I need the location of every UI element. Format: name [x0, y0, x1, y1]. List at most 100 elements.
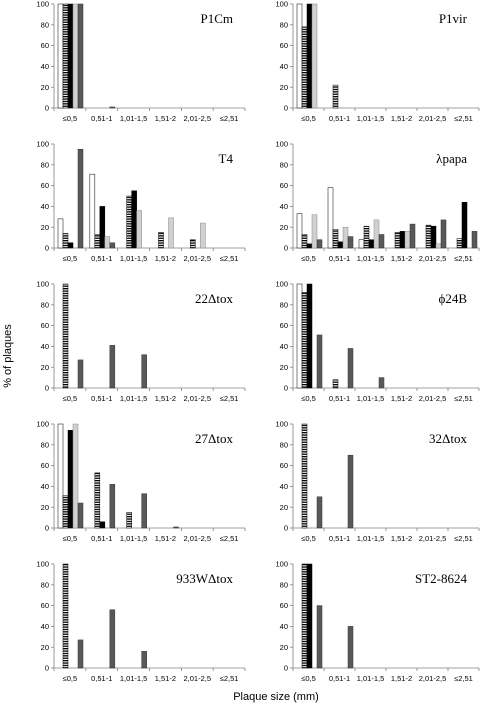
y-tick-label: 20 [280, 643, 288, 652]
x-tick-label: ≤0,5 [301, 674, 316, 683]
panel-title: P1Cm [200, 11, 233, 26]
x-tick-label: 1,51-2 [391, 534, 412, 543]
bar-series5-2 [141, 354, 147, 389]
x-tick-label: 0,51-1 [91, 114, 112, 123]
y-tick-label: 0 [284, 664, 288, 673]
y-tick-label: 20 [41, 223, 49, 232]
x-tick-label: 2,01-2,5 [419, 534, 447, 543]
y-tick-label: 60 [280, 181, 288, 190]
panel-title: 22Δtox [195, 291, 233, 306]
bar-series4-3 [168, 217, 174, 249]
bar-series2-3 [394, 232, 401, 249]
bar-series2-1 [332, 379, 339, 389]
x-tick-label: 1,51-2 [155, 114, 176, 123]
bar-series5-0 [316, 334, 323, 389]
panel-title: λpapa [436, 151, 467, 166]
bar-series2-0 [62, 3, 69, 109]
y-tick-label: 100 [36, 560, 49, 569]
chart-panel-5: 0 20 40 60 80 100 ≤0,5 0,51-1 1,01-1,5 1,51-2 2,01… [275, 280, 480, 403]
y-tick-label: 20 [41, 503, 49, 512]
bar-series1-0 [57, 218, 64, 249]
x-tick-label: 0,51-1 [91, 254, 112, 263]
y-tick-label: 80 [280, 580, 288, 589]
x-tick-label: 1,51-2 [155, 534, 176, 543]
x-tick-label: 1,51-2 [391, 674, 412, 683]
bar-series5-1 [347, 626, 354, 669]
bar-series2-2 [126, 195, 132, 249]
y-tick-label: 60 [41, 181, 49, 190]
y-tick-label: 20 [280, 363, 288, 372]
y-tick-label: 20 [280, 503, 288, 512]
chart-panel-2: 0 20 40 60 80 100 ≤0,5 0,51-1 1,01-1,5 1,51-2 2,01… [36, 140, 246, 263]
bar-series2-0 [301, 563, 308, 669]
y-tick-label: 60 [41, 321, 49, 330]
panel-title: ϕ24B [438, 291, 467, 306]
x-tick-label: ≤2,51 [220, 254, 239, 263]
y-tick-label: 100 [275, 280, 288, 289]
x-tick-label: 0,51-1 [329, 674, 350, 683]
y-tick-label: 0 [45, 244, 49, 253]
bar-series2-0 [62, 495, 69, 529]
y-tick-label: 0 [284, 104, 288, 113]
bar-series4-1 [104, 236, 111, 249]
x-tick-label: ≤2,51 [454, 534, 473, 543]
bar-series2-0 [301, 26, 308, 109]
y-tick-label: 80 [41, 440, 49, 449]
x-tick-label: 2,01-2,5 [183, 114, 211, 123]
bar-series3-0 [306, 563, 313, 669]
bar-series1-0 [296, 213, 303, 249]
panel-title: 27Δtox [195, 431, 233, 446]
x-tick-label: 1,51-2 [391, 114, 412, 123]
bar-series5-5 [471, 231, 478, 249]
x-tick-label: 2,01-2,5 [419, 114, 447, 123]
x-tick-label: 1,01-1,5 [357, 254, 385, 263]
x-tick-label: ≤0,5 [63, 114, 78, 123]
y-tick-label: 80 [280, 160, 288, 169]
bar-series3-0 [67, 429, 74, 529]
y-tick-label: 0 [45, 104, 49, 113]
panel-title: P1vir [439, 11, 468, 26]
x-tick-label: ≤0,5 [63, 534, 78, 543]
x-tick-label: 0,51-1 [91, 674, 112, 683]
x-tick-label: 1,01-1,5 [120, 394, 148, 403]
bar-series4-0 [72, 423, 79, 529]
x-tick-label: ≤0,5 [301, 254, 316, 263]
x-tick-label: 0,51-1 [329, 534, 350, 543]
bar-series2-3 [158, 232, 164, 249]
x-tick-label: ≤0,5 [63, 254, 78, 263]
y-tick-label: 20 [41, 83, 49, 92]
bar-series1-2 [358, 239, 365, 249]
bar-series5-0 [316, 496, 323, 529]
y-tick-label: 0 [45, 664, 49, 673]
bar-series5-1 [109, 242, 116, 249]
y-tick-label: 80 [41, 160, 49, 169]
y-tick-label: 60 [280, 41, 288, 50]
x-tick-label: ≤0,5 [63, 674, 78, 683]
bar-series3-5 [461, 201, 468, 249]
chart-panel-6: 0 20 40 60 80 100 ≤0,5 0,51-1 1,01-1,5 1,51-2 2,01… [36, 420, 246, 543]
bar-series5-1 [109, 345, 116, 389]
x-tick-label: ≤2,51 [454, 394, 473, 403]
y-tick-label: 40 [41, 62, 49, 71]
y-tick-label: 100 [275, 420, 288, 429]
y-tick-label: 60 [41, 601, 49, 610]
y-tick-label: 80 [280, 440, 288, 449]
y-tick-label: 80 [41, 20, 49, 29]
y-tick-label: 100 [36, 140, 49, 149]
chart-panel-4: 0 20 40 60 80 100 ≤0,5 0,51-1 1,01-1,5 1,51-2 2,01… [36, 280, 246, 403]
y-tick-label: 40 [41, 342, 49, 351]
bar-series4-0 [311, 3, 318, 109]
bar-series2-0 [62, 233, 69, 249]
chart-panel-8: 0 20 40 60 80 100 ≤0,5 0,51-1 1,01-1,5 1,51-2 2,01… [36, 560, 246, 683]
bar-series3-4 [430, 225, 437, 249]
bar-series4-2 [373, 219, 380, 249]
chart-panels: 0 20 40 60 80 100 ≤0,5 0,51-1 1,01-1,5 1,51-2 2,01… [36, 0, 480, 683]
x-axis-label: Plaque size (mm) [233, 691, 319, 703]
y-tick-label: 100 [36, 0, 49, 9]
x-tick-label: 2,01-2,5 [419, 254, 447, 263]
bar-series5-0 [77, 639, 84, 669]
y-tick-label: 100 [275, 560, 288, 569]
bar-series5-3 [409, 223, 416, 249]
y-tick-label: 0 [284, 244, 288, 253]
